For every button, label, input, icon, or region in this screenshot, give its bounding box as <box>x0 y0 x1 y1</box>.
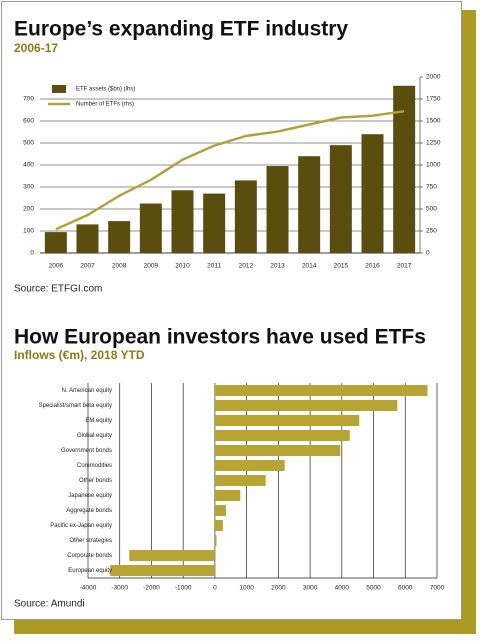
x-tick-label: 2008 <box>112 263 127 270</box>
x-tick-label: -1000 <box>175 585 192 592</box>
y-tick-label: Global equity <box>77 433 112 439</box>
bar <box>329 145 352 253</box>
y2-tick-label: 1500 <box>426 118 441 125</box>
bar <box>139 203 162 253</box>
bar <box>361 134 384 253</box>
legend-swatch <box>52 85 66 93</box>
bar <box>214 460 285 471</box>
x-tick-label: 2012 <box>239 263 254 270</box>
source: Source: ETFGI.com <box>14 284 102 295</box>
bar <box>214 535 217 546</box>
y-tick-label: EM equity <box>85 418 112 424</box>
bar <box>214 415 360 426</box>
y-tick-label: Specialist/smart beta equity <box>39 403 112 409</box>
bar <box>266 166 289 253</box>
bar <box>298 156 321 253</box>
x-tick-label: 2007 <box>80 263 95 270</box>
x-tick-label: 2015 <box>334 263 349 270</box>
bar <box>110 565 215 576</box>
bar <box>234 180 257 253</box>
bar <box>214 505 227 516</box>
y-tick-label: Government bonds <box>61 448 112 454</box>
y2-tick-label: 2000 <box>426 74 441 81</box>
line <box>55 110 405 231</box>
x-tick-label: 2011 <box>207 263 221 270</box>
x-tick-label: 2014 <box>302 263 317 270</box>
y2-tick-label: 500 <box>426 206 437 213</box>
y2-tick-label: 1750 <box>426 96 441 103</box>
chart-subtitle: 2006-17 <box>14 41 58 55</box>
x-tick-label: -4000 <box>80 585 97 592</box>
bar <box>76 224 99 253</box>
x-tick-label: 2010 <box>175 263 190 270</box>
y-tick-label: 500 <box>23 140 34 147</box>
y-tick-label: 600 <box>23 118 34 125</box>
bar <box>214 385 428 396</box>
y-tick-label: Commodities <box>77 463 112 469</box>
x-tick-label: 2017 <box>397 263 412 270</box>
y2-tick-label: 750 <box>426 184 437 191</box>
x-tick-label: 2013 <box>270 263 285 270</box>
x-tick-label: 1000 <box>239 585 254 592</box>
y-tick-label: Other strategies <box>69 538 112 544</box>
bar <box>214 490 241 501</box>
x-tick-label: 4000 <box>335 585 350 592</box>
chart-title: Europe’s expanding ETF industry <box>14 18 348 41</box>
bar <box>171 190 194 253</box>
x-tick-label: 0 <box>213 585 217 592</box>
x-tick-label: 2009 <box>144 263 159 270</box>
legend-label: ETF assets ($bn) (lhs) <box>76 87 135 93</box>
y-tick-label: 0 <box>30 250 34 257</box>
y2-tick-label: 1000 <box>426 162 441 169</box>
source: Source: Amundi <box>14 599 85 610</box>
x-tick-label: 5000 <box>366 585 381 592</box>
y2-tick-label: 0 <box>426 250 430 257</box>
chart-subtitle: Inflows (€m), 2018 YTD <box>14 348 145 362</box>
bar <box>214 430 350 441</box>
x-tick-label: 6000 <box>398 585 413 592</box>
x-tick-label: 2006 <box>49 263 64 270</box>
y-tick-label: 200 <box>23 206 34 213</box>
x-tick-label: -2000 <box>143 585 160 592</box>
y-tick-label: Corporate bonds <box>67 553 112 559</box>
y-tick-label: 700 <box>23 96 34 103</box>
x-tick-label: -3000 <box>111 585 128 592</box>
bar <box>214 400 398 411</box>
y-tick-label: N. American equity <box>62 388 112 394</box>
y-tick-label: 100 <box>23 228 34 235</box>
bar <box>203 193 226 253</box>
bar <box>214 475 266 486</box>
bar <box>44 232 67 253</box>
y-tick-label: Pacific ex-Japan equity <box>50 523 112 529</box>
y-tick-label: European equity <box>68 568 112 574</box>
frame <box>1 1 462 620</box>
y-tick-label: Japanese equity <box>68 493 112 499</box>
chart-title: How European investors have used ETFs <box>14 326 426 349</box>
y-tick-label: Other bonds <box>79 478 112 484</box>
y-tick-label: Aggregate bonds <box>66 508 112 514</box>
x-tick-label: 2000 <box>271 585 286 592</box>
x-tick-label: 3000 <box>303 585 318 592</box>
bar <box>129 550 215 561</box>
y2-tick-label: 1250 <box>426 140 441 147</box>
y2-tick-label: 250 <box>426 228 437 235</box>
bar <box>108 221 131 253</box>
bar <box>214 520 223 531</box>
bar <box>393 85 416 253</box>
y-tick-label: 300 <box>23 184 34 191</box>
bar <box>214 445 341 456</box>
y-tick-label: 400 <box>23 162 34 169</box>
x-tick-label: 2016 <box>365 263 380 270</box>
x-tick-label: 7000 <box>430 585 445 592</box>
legend-label: Number of ETFs (rhs) <box>76 102 134 108</box>
